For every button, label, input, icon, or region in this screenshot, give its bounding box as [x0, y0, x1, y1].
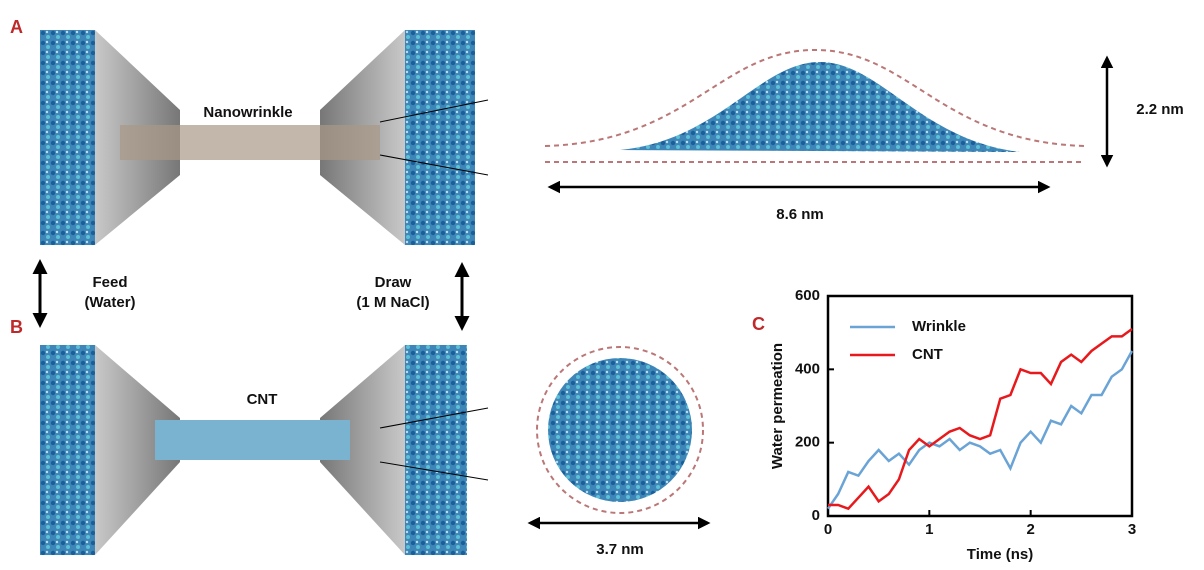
plot-frame [826, 294, 1134, 518]
x-tick-label: 1 [925, 521, 933, 538]
y-tick-label: 0 [812, 507, 820, 524]
panel-label: B [10, 317, 23, 337]
panel-label: C [752, 314, 765, 334]
panel-label: A [10, 17, 23, 37]
wrinkle-section [544, 48, 1114, 194]
y-tick-label: 400 [795, 360, 820, 377]
series-line [828, 327, 1133, 511]
legend-label: Wrinkle [912, 318, 966, 335]
label: Feed [92, 274, 127, 291]
label: CNT [247, 391, 278, 408]
y-tick-label: 200 [795, 434, 820, 451]
x-tick-label: 0 [824, 521, 832, 538]
label: Draw [375, 274, 412, 291]
cnt-section [527, 346, 711, 530]
y-axis-label: Water permeation [769, 343, 786, 469]
label: 8.6 nm [776, 206, 824, 223]
label: Nanowrinkle [203, 104, 292, 121]
y-tick-label: 600 [795, 287, 820, 304]
system-b [40, 345, 489, 555]
x-tick-label: 3 [1128, 521, 1136, 538]
x-tick-label: 2 [1026, 521, 1034, 538]
system-a [40, 30, 489, 245]
label: 3.7 nm [596, 541, 644, 558]
label: 2.2 nm [1136, 101, 1184, 118]
series-line [826, 350, 1134, 510]
label: (1 M NaCl) [356, 294, 429, 311]
line-chart: Time (ns) Water permeation 0 1 2 3 0 200 400 60… [769, 287, 1136, 563]
legend-label: CNT [912, 346, 943, 363]
x-axis-label: Time (ns) [967, 546, 1033, 563]
label: (Water) [84, 294, 135, 311]
